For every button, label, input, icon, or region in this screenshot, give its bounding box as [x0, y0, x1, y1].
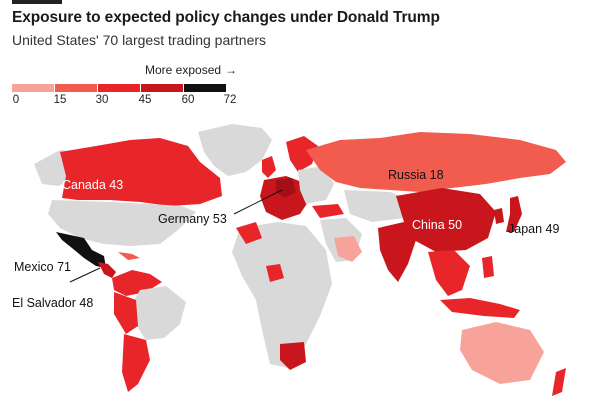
germany-leader-line: [233, 189, 283, 215]
map-subtitle: United States' 70 largest trading partne…: [12, 32, 267, 48]
legend-tick-45: 45: [138, 94, 152, 106]
region-turkey: [312, 204, 344, 218]
region-mexico: [56, 232, 106, 268]
legend-tick-0: 0: [12, 94, 20, 106]
legend-swatch-0-15: [12, 84, 54, 92]
region-korea: [494, 208, 504, 224]
label-russia: Russia 18: [388, 168, 444, 182]
region-australia: [460, 322, 544, 384]
legend-swatch-60-72: [184, 84, 226, 92]
region-greenland: [198, 124, 272, 176]
arrow-right-icon: →: [225, 63, 238, 77]
region-uk: [262, 156, 276, 178]
region-usa: [48, 200, 196, 246]
region-india: [378, 222, 416, 282]
legend-tick-15: 15: [53, 94, 67, 106]
region-caribbean: [118, 252, 140, 260]
region-argentina-chile: [122, 334, 150, 392]
region-brazil: [132, 286, 186, 340]
label-china: China 50: [412, 218, 463, 232]
legend-tick-60: 60: [181, 94, 195, 106]
region-new-zealand: [552, 368, 566, 396]
legend-note-text: More exposed: [145, 63, 222, 77]
legend-swatch-15-30: [55, 84, 97, 92]
region-indonesia: [440, 298, 520, 318]
region-philippines: [482, 256, 494, 278]
region-japan: [506, 196, 522, 232]
header-top-remnant: [12, 0, 62, 4]
el-salvador-leader-line: [69, 267, 101, 283]
region-central-asia: [344, 190, 412, 222]
legend-tick-72: 72: [223, 94, 237, 106]
region-russia: [306, 132, 566, 192]
legend-swatch-45-60: [141, 84, 183, 92]
label-japan: Japan 49: [508, 222, 560, 236]
label-el-salvador: El Salvador 48: [12, 296, 94, 310]
legend-note: More exposed →: [145, 63, 237, 77]
region-south-africa: [280, 342, 306, 370]
region-canada: [60, 138, 222, 206]
label-canada: Canada 43: [62, 178, 124, 192]
region-china: [396, 188, 496, 252]
region-eastern-europe: [298, 166, 334, 204]
label-germany: Germany 53: [158, 212, 227, 226]
region-central-america: [98, 262, 116, 278]
label-mexico: Mexico 71: [14, 260, 71, 274]
region-peru: [114, 292, 138, 334]
map-title: Exposure to expected policy changes unde…: [12, 9, 440, 26]
region-germany: [276, 178, 296, 198]
region-nigeria: [266, 264, 284, 282]
legend-swatch-30-45: [98, 84, 140, 92]
region-scandinavia: [286, 136, 318, 172]
legend-tick-30: 30: [95, 94, 109, 106]
region-africa: [232, 222, 332, 368]
region-saudi-arabia: [334, 236, 362, 262]
region-north-africa-west: [236, 222, 262, 244]
region-southeast-asia: [428, 250, 470, 296]
region-western-europe: [260, 176, 312, 220]
